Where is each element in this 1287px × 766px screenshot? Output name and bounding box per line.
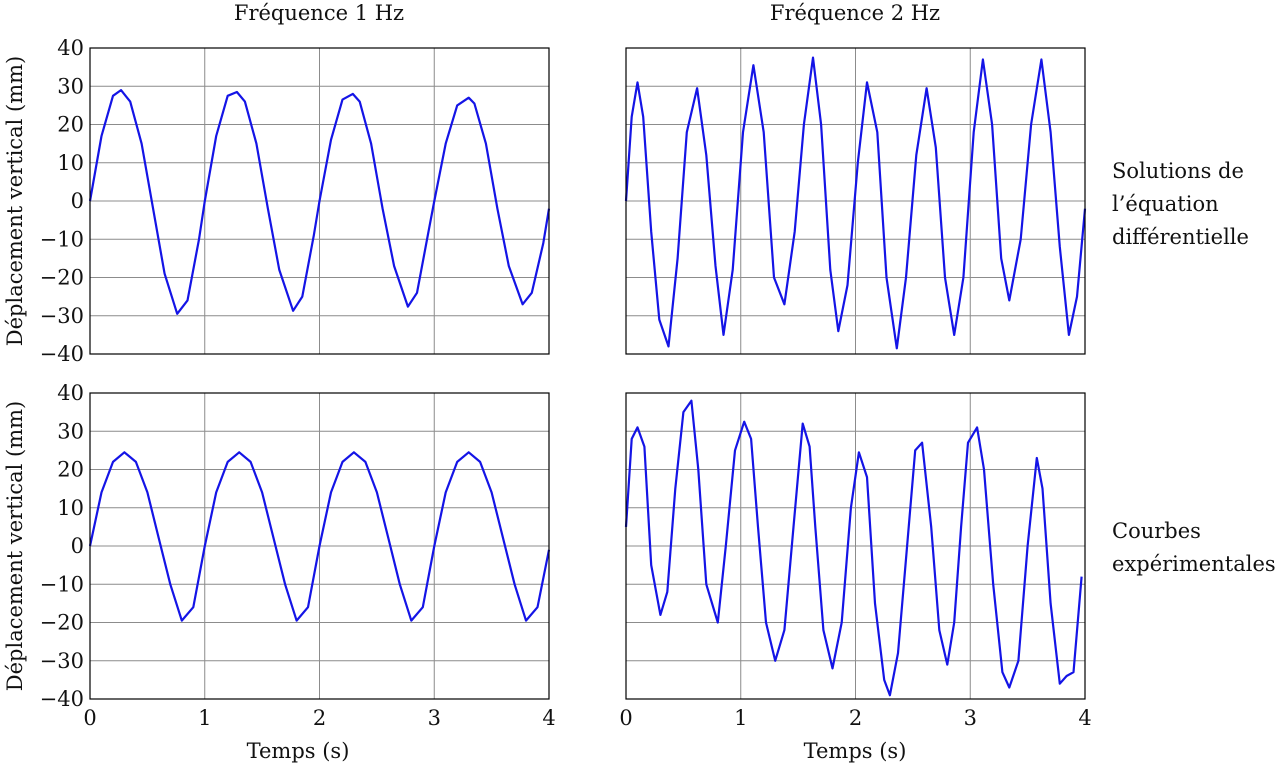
series-line [88,451,551,622]
y-tick-label: −10 [40,227,84,251]
plot-frame [625,392,1086,700]
y-tick-label: −40 [40,687,84,711]
plot-frame [89,47,550,355]
y-tick-label: −10 [40,572,84,596]
panel-top-left: −40 −30 −20 −10 0 10 20 30 40 [40,36,551,366]
x-tick-label: 3 [964,706,977,730]
y-tick-label: 40 [57,36,84,60]
x-axis-label-left: Temps (s) [247,739,350,763]
y-tick-label: 30 [57,74,84,98]
y-tick-label: 0 [71,534,84,558]
column-title-2hz: Fréquence 2 Hz [770,1,940,25]
series-line [624,399,1083,697]
row-note-top-line-1: Solutions de [1112,159,1244,183]
plot-frame [625,47,1086,355]
y-tick-label: 0 [71,189,84,213]
y-tick-label: −20 [40,266,84,290]
y-tick-label: −30 [40,304,84,328]
x-tick-label: 2 [849,706,862,730]
x-tick-label: 4 [542,706,555,730]
series-line [624,56,1087,350]
panel-bottom-left: −40 −30 −20 −10 0 10 20 30 40 0 1 2 3 4 [40,381,556,730]
x-axis-label-right: Temps (s) [804,739,907,763]
y-tick-label: −30 [40,649,84,673]
panel-top-right [624,47,1087,355]
panel-bottom-right: 0 1 2 3 4 [619,392,1092,730]
row-note-bottom-line-2: expérimentales [1112,552,1276,576]
y-tick-label: 20 [57,113,84,137]
row-note-bottom-line-1: Courbes [1112,519,1201,543]
x-tick-label: 0 [619,706,632,730]
column-title-1hz: Fréquence 1 Hz [234,1,404,25]
y-tick-label: −20 [40,611,84,635]
row-note-top-line-2: l’équation [1112,192,1219,216]
x-tick-label: 3 [428,706,441,730]
series-line [88,89,551,315]
y-tick-label: −40 [40,342,84,366]
row-note-top-line-3: différentielle [1112,225,1249,249]
y-tick-label: 40 [57,381,84,405]
y-tick-label: 30 [57,419,84,443]
y-axis-label-top: Déplacement vertical (mm) [3,56,27,346]
x-tick-label: 1 [734,706,747,730]
y-axis-label-bottom: Déplacement vertical (mm) [3,401,27,691]
x-tick-label: 1 [198,706,211,730]
x-tick-label: 2 [313,706,326,730]
x-tick-label: 0 [83,706,96,730]
y-tick-label: 10 [57,496,84,520]
y-tick-label: 20 [57,458,84,482]
plot-frame [89,392,550,700]
y-tick-label: 10 [57,151,84,175]
x-tick-label: 4 [1078,706,1091,730]
